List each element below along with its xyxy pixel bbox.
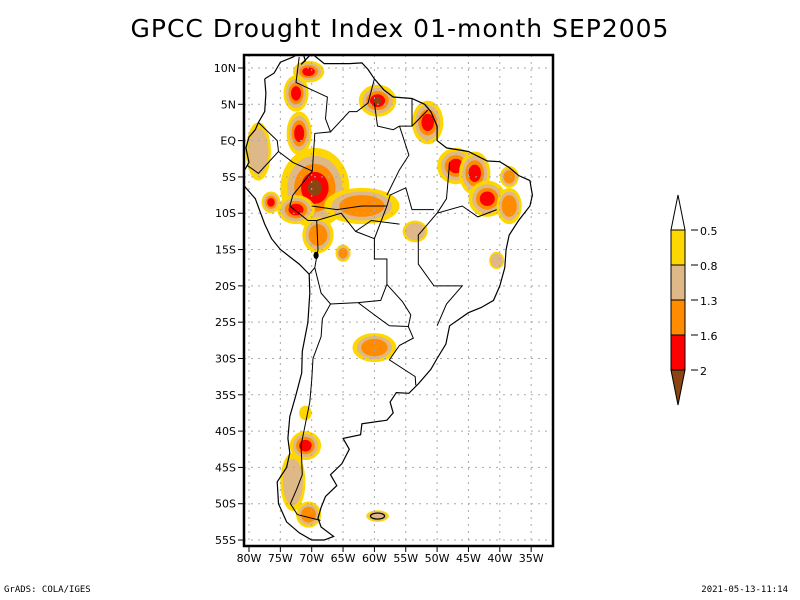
lat-tick-label: 5S [222, 171, 236, 184]
lon-tick-label: 80W [237, 552, 262, 565]
footer-credit: GrADS: COLA/IGES [4, 585, 91, 595]
lake-titicaca [313, 251, 319, 259]
drought-region-guyana-class-5 [373, 97, 382, 104]
country-border [289, 303, 331, 521]
colorbar-bin-1 [670, 229, 686, 266]
lon-tick-label: 75W [268, 552, 293, 565]
drought-region-acre-rondonia-class-4 [288, 203, 304, 216]
drought-region-maranhao-class-4 [468, 164, 481, 183]
colorbar-label: 0.5 [700, 225, 718, 238]
country-border [411, 109, 429, 127]
drought-region-piaui-bahia-class-4 [479, 191, 495, 206]
drought-region-western-amazon-class-5 [307, 179, 322, 196]
colorbar-bin-4 [670, 334, 686, 371]
country-border [330, 78, 375, 133]
colorbar-label: 2 [700, 365, 707, 378]
footer-timestamp: 2021-05-13-11:14 [701, 585, 788, 595]
lon-tick-label: 50W [425, 552, 450, 565]
lat-tick-label: 35S [215, 389, 236, 402]
graticule [244, 55, 553, 546]
lon-tick-label: 70W [299, 552, 324, 565]
lat-tick-label: 40S [215, 425, 236, 438]
lat-tick-label: 10S [215, 207, 236, 220]
lat-tick-label: 5N [221, 98, 236, 111]
colorbar-lower-arrow [670, 369, 686, 406]
drought-region-patagonia-west-class-2 [282, 458, 303, 506]
colorbar: 0.5 0.8 1.3 1.6 2 [670, 194, 718, 406]
drought-region-peru-north-class-4 [267, 197, 275, 207]
map-frame [242, 53, 555, 548]
drought-region-mato-grosso-class-2 [405, 222, 426, 241]
country-border [355, 219, 400, 232]
drought-region-bahia-coast-class-3 [501, 195, 517, 217]
colorbar-label: 1.3 [700, 295, 718, 308]
country-border [386, 125, 410, 196]
map-title: GPCC Drought Index 01-month SEP2005 [130, 14, 670, 43]
drought-region-venezuela-north-class-4 [302, 67, 315, 76]
drought-region-bolivia-south-class-3 [338, 247, 348, 259]
longitude-axis: 80W 75W 70W 65W 60W 55W 50W 45W 40W 35W [237, 546, 544, 565]
drought-region-ceara-class-3 [503, 170, 515, 184]
drought-region-patagonia-north-class-4 [299, 439, 312, 452]
country-border [311, 205, 387, 211]
lat-tick-label: 10N [214, 62, 236, 75]
country-border [314, 212, 388, 305]
drought-region-venezuela-llanos-class-4 [291, 86, 302, 101]
colorbar-label: 1.6 [700, 330, 718, 343]
lat-tick-label: 30S [215, 352, 236, 365]
country-border [373, 102, 400, 131]
colorbar-label: 0.8 [700, 260, 718, 273]
lat-tick-label: 55S [215, 534, 236, 547]
drought-fill-layer [245, 60, 522, 528]
drought-region-patagonia-south-class-3 [301, 506, 317, 523]
latitude-axis: 10N 5N EQ 5S 10S 15S 20S 25S 30S 35S 40S 45S 50S 55S [214, 62, 244, 547]
country-border [417, 205, 497, 326]
colorbar-bin-2 [670, 264, 686, 301]
drought-region-minas-class-2 [490, 253, 503, 268]
lat-tick-label: EQ [220, 135, 236, 148]
lon-tick-label: 60W [362, 552, 387, 565]
coastline-layer [244, 55, 534, 541]
south-america-coastline [244, 55, 534, 541]
drought-region-colombia-amazon-class-4 [294, 124, 305, 143]
drought-region-chile-central-class-1 [299, 405, 312, 421]
lon-tick-label: 40W [487, 552, 512, 565]
lon-tick-label: 65W [331, 552, 356, 565]
lon-tick-label: 35W [519, 552, 544, 565]
falkland-islands [369, 512, 386, 520]
lat-tick-label: 50S [215, 498, 236, 511]
colorbar-bin-3 [670, 299, 686, 336]
lat-tick-label: 25S [215, 316, 236, 329]
country-border [436, 162, 451, 214]
drought-region-argentina-ne-class-3 [361, 338, 388, 357]
country-border [388, 326, 417, 386]
drought-region-french-guiana-amapa-class-4 [421, 113, 434, 132]
country-border [295, 57, 332, 172]
lon-tick-label: 45W [456, 552, 481, 565]
lat-tick-label: 20S [215, 280, 236, 293]
lon-tick-label: 55W [393, 552, 418, 565]
drought-region-ecuador-peru-class-2 [248, 128, 269, 175]
lat-tick-label: 45S [215, 461, 236, 474]
colorbar-upper-arrow [670, 194, 686, 231]
drought-region-bolivia-class-3 [308, 224, 328, 246]
country-border [373, 187, 434, 239]
lat-tick-label: 15S [215, 244, 236, 257]
